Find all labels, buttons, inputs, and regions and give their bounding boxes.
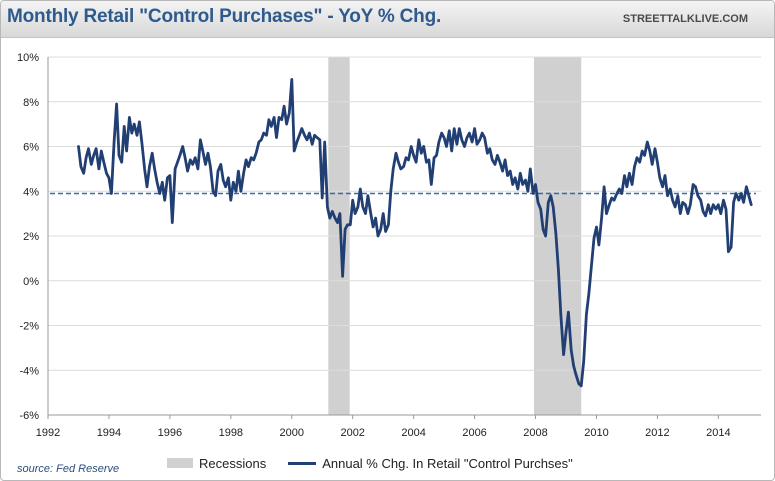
legend: Recessions Annual % Chg. In Retail "Cont… bbox=[167, 453, 595, 473]
x-tick-label: 2008 bbox=[523, 427, 547, 439]
y-tick-label: -2% bbox=[19, 321, 39, 333]
x-tick-label: 1998 bbox=[219, 427, 243, 439]
x-tick-label: 1992 bbox=[36, 427, 60, 439]
legend-label-recessions: Recessions bbox=[199, 455, 267, 471]
source-note: source: Fed Reserve bbox=[17, 463, 120, 475]
legend-item-recessions: Recessions bbox=[167, 456, 266, 471]
legend-item-series: Annual % Chg. In Retail "Control Purchse… bbox=[288, 456, 573, 471]
series-swatch bbox=[288, 461, 317, 465]
y-tick-label: 0% bbox=[23, 276, 39, 288]
y-tick-label: -4% bbox=[19, 365, 39, 377]
y-tick-label: 2% bbox=[23, 231, 39, 243]
title-bar: Monthly Retail "Control Purchases" - YoY… bbox=[1, 1, 774, 38]
x-tick-label: 2006 bbox=[462, 427, 486, 439]
x-tick-label: 2000 bbox=[280, 427, 304, 439]
x-tick-label: 2014 bbox=[706, 427, 730, 439]
legend-label-series: Annual % Chg. In Retail "Control Purchse… bbox=[322, 455, 573, 471]
x-tick-label: 2004 bbox=[401, 427, 425, 439]
recession-swatch bbox=[167, 458, 193, 468]
y-tick-label: 10% bbox=[17, 52, 39, 64]
y-tick-label: 8% bbox=[23, 97, 39, 109]
x-tick-label: 1994 bbox=[97, 427, 121, 439]
series-line bbox=[77, 78, 753, 388]
y-tick-label: -6% bbox=[19, 410, 39, 422]
x-tick-label: 2012 bbox=[645, 427, 669, 439]
y-tick-label: 4% bbox=[23, 186, 39, 198]
x-tick-label: 2002 bbox=[340, 427, 364, 439]
chart-title: Monthly Retail "Control Purchases" - YoY… bbox=[7, 6, 442, 27]
y-tick-label: 6% bbox=[23, 142, 39, 154]
x-tick-label: 2010 bbox=[584, 427, 608, 439]
x-tick-label: 1996 bbox=[158, 427, 182, 439]
watermark: STREETTALKLIVE.COM bbox=[622, 13, 748, 25]
